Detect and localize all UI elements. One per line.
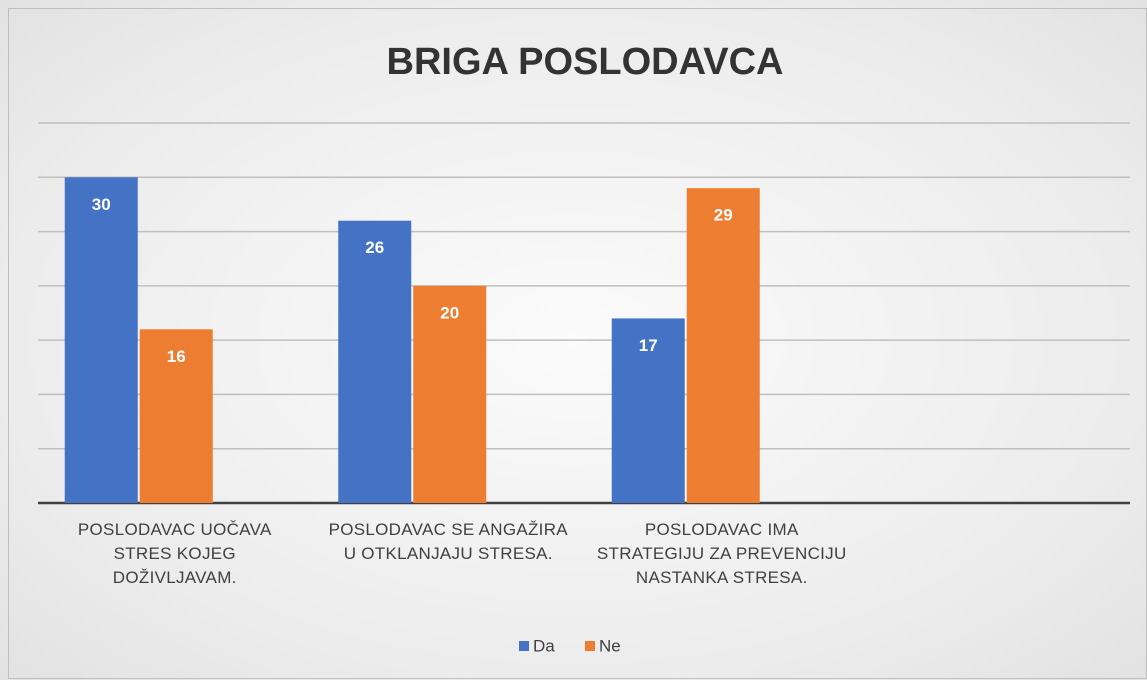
value-label: 16 xyxy=(167,347,186,366)
value-label: 17 xyxy=(639,336,658,355)
value-label: 29 xyxy=(714,206,733,225)
legend-swatch xyxy=(585,641,595,651)
bar xyxy=(413,285,487,503)
bar xyxy=(338,220,412,503)
value-label: 30 xyxy=(92,195,111,214)
value-label: 26 xyxy=(365,238,384,257)
legend-label: Ne xyxy=(599,636,621,655)
x-tick-label: POSLODAVAC IMA STRATEGIJU ZA PREVENCIJU … xyxy=(596,520,847,587)
value-label: 20 xyxy=(440,303,459,322)
legend-swatch xyxy=(519,641,529,651)
x-tick-label: POSLODAVAC UOČAVA STRES KOJEG DOŽIVLJAVA… xyxy=(77,520,272,587)
bar xyxy=(64,177,138,504)
bar xyxy=(686,188,760,503)
legend-label: Da xyxy=(533,636,555,655)
bar xyxy=(611,318,685,503)
chart-title: BRIGA POSLODAVCA xyxy=(387,41,784,83)
x-tick-label: POSLODAVAC SE ANGAŽIRA U OTKLANJAJU STRE… xyxy=(328,520,568,563)
bar xyxy=(139,329,213,503)
